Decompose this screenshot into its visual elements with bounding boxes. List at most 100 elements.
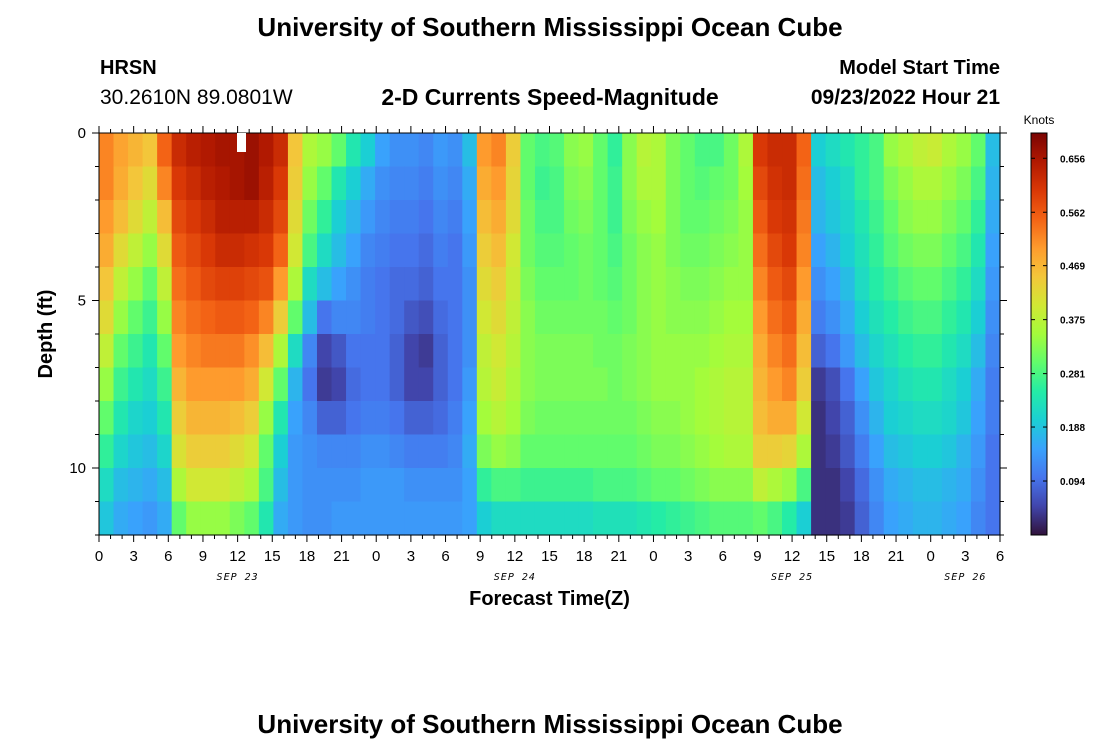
data-gap-marker bbox=[237, 133, 246, 152]
heatmap-cell bbox=[956, 334, 972, 369]
heatmap-cell bbox=[331, 468, 347, 503]
heatmap-cell bbox=[331, 233, 347, 268]
heatmap-cell bbox=[564, 166, 580, 201]
heatmap-cell bbox=[825, 200, 841, 235]
heatmap-cell bbox=[520, 233, 536, 268]
heatmap-cell bbox=[113, 200, 129, 235]
heatmap-cell bbox=[258, 166, 274, 201]
heatmap-cell bbox=[331, 367, 347, 402]
heatmap-cell bbox=[709, 267, 725, 302]
x-tick-label: 0 bbox=[927, 548, 935, 565]
heatmap-cell bbox=[549, 367, 565, 402]
heatmap-cell bbox=[316, 434, 333, 469]
heatmap-cell bbox=[186, 300, 202, 335]
heatmap-cell bbox=[360, 334, 376, 369]
heatmap-cell bbox=[593, 200, 609, 235]
heatmap-cell bbox=[694, 300, 710, 335]
heatmap-cell bbox=[375, 300, 391, 335]
chart-subtitle: 2-D Currents Speed-Magnitude bbox=[381, 84, 719, 110]
heatmap-cell bbox=[447, 468, 463, 503]
heatmap-cell bbox=[898, 468, 914, 503]
heatmap-cell bbox=[883, 166, 899, 201]
heatmap-cell bbox=[433, 300, 449, 335]
heatmap-cell bbox=[229, 233, 245, 268]
heatmap-cell bbox=[869, 367, 885, 402]
heatmap-cell bbox=[738, 501, 754, 536]
heatmap-cell bbox=[796, 367, 812, 402]
heatmap-cell bbox=[593, 166, 609, 201]
heatmap-cell bbox=[476, 133, 492, 168]
heatmap-cell bbox=[825, 233, 841, 268]
heatmap-cell bbox=[462, 300, 478, 335]
heatmap-cell bbox=[142, 300, 158, 335]
heatmap-cell bbox=[622, 233, 638, 268]
heatmap-cell bbox=[99, 367, 115, 402]
heatmap-cell bbox=[447, 501, 463, 536]
heatmap-cell bbox=[578, 133, 594, 168]
heatmap-cell bbox=[622, 501, 638, 536]
heatmap-cell bbox=[229, 434, 245, 469]
heatmap-cell bbox=[694, 166, 710, 201]
heatmap-cell bbox=[215, 133, 231, 168]
heatmap-cell bbox=[709, 334, 725, 369]
heatmap-cell bbox=[970, 200, 987, 235]
heatmap-cell bbox=[869, 501, 885, 536]
heatmap-cell bbox=[738, 200, 754, 235]
heatmap-cell bbox=[898, 501, 914, 536]
heatmap-cell bbox=[709, 200, 725, 235]
heatmap-cell bbox=[171, 133, 187, 168]
heatmap-cell bbox=[825, 300, 841, 335]
heatmap-cell bbox=[534, 434, 551, 469]
heatmap-cell bbox=[796, 434, 812, 469]
heatmap-cell bbox=[694, 367, 710, 402]
heatmap-cell bbox=[316, 334, 333, 369]
heatmap-cell bbox=[840, 233, 856, 268]
heatmap-cell bbox=[970, 468, 987, 503]
heatmap-cell bbox=[723, 133, 740, 168]
heatmap-cell bbox=[607, 501, 623, 536]
heatmap-cell bbox=[607, 133, 623, 168]
x-tick-label: 3 bbox=[129, 548, 137, 565]
heatmap-cell bbox=[113, 401, 129, 436]
heatmap-cell bbox=[244, 501, 260, 536]
heatmap-cell bbox=[549, 166, 565, 201]
heatmap-cell bbox=[651, 267, 667, 302]
heatmap-cell bbox=[767, 501, 783, 536]
heatmap-cell bbox=[549, 200, 565, 235]
heatmap-cell bbox=[346, 334, 362, 369]
heatmap-cell bbox=[825, 501, 841, 536]
heatmap-cell bbox=[651, 233, 667, 268]
heatmap-cell bbox=[883, 367, 899, 402]
heatmap-cell bbox=[157, 468, 173, 503]
heatmap-cell bbox=[128, 166, 144, 201]
heatmap-cell bbox=[985, 133, 1001, 168]
heatmap-cell bbox=[273, 434, 289, 469]
heatmap-cell bbox=[709, 501, 725, 536]
heatmap-cell bbox=[142, 233, 158, 268]
colorbar-tick-label: 0.188 bbox=[1060, 423, 1085, 434]
heatmap-cell bbox=[128, 334, 144, 369]
heatmap-cell bbox=[825, 468, 841, 503]
heatmap-cell bbox=[462, 166, 478, 201]
heatmap-cell bbox=[316, 468, 333, 503]
heatmap-cell bbox=[665, 367, 681, 402]
heatmap-cell bbox=[651, 334, 667, 369]
heatmap-cell bbox=[520, 468, 536, 503]
heatmap-cell bbox=[970, 334, 987, 369]
heatmap-cell bbox=[651, 367, 667, 402]
heatmap-cell bbox=[956, 401, 972, 436]
heatmap-cell bbox=[665, 300, 681, 335]
x-tick-label: 6 bbox=[164, 548, 172, 565]
heatmap-cell bbox=[622, 267, 638, 302]
heatmap-cell bbox=[578, 501, 594, 536]
heatmap-cell bbox=[898, 434, 914, 469]
heatmap-cell bbox=[476, 267, 492, 302]
x-axis-label: Forecast Time(Z) bbox=[469, 588, 630, 610]
heatmap-cell bbox=[840, 166, 856, 201]
heatmap-cell bbox=[171, 434, 187, 469]
heatmap-cell bbox=[970, 133, 987, 168]
heatmap-cell bbox=[854, 233, 870, 268]
heatmap-cell bbox=[157, 233, 173, 268]
heatmap-cell bbox=[607, 233, 623, 268]
heatmap-cell bbox=[186, 267, 202, 302]
